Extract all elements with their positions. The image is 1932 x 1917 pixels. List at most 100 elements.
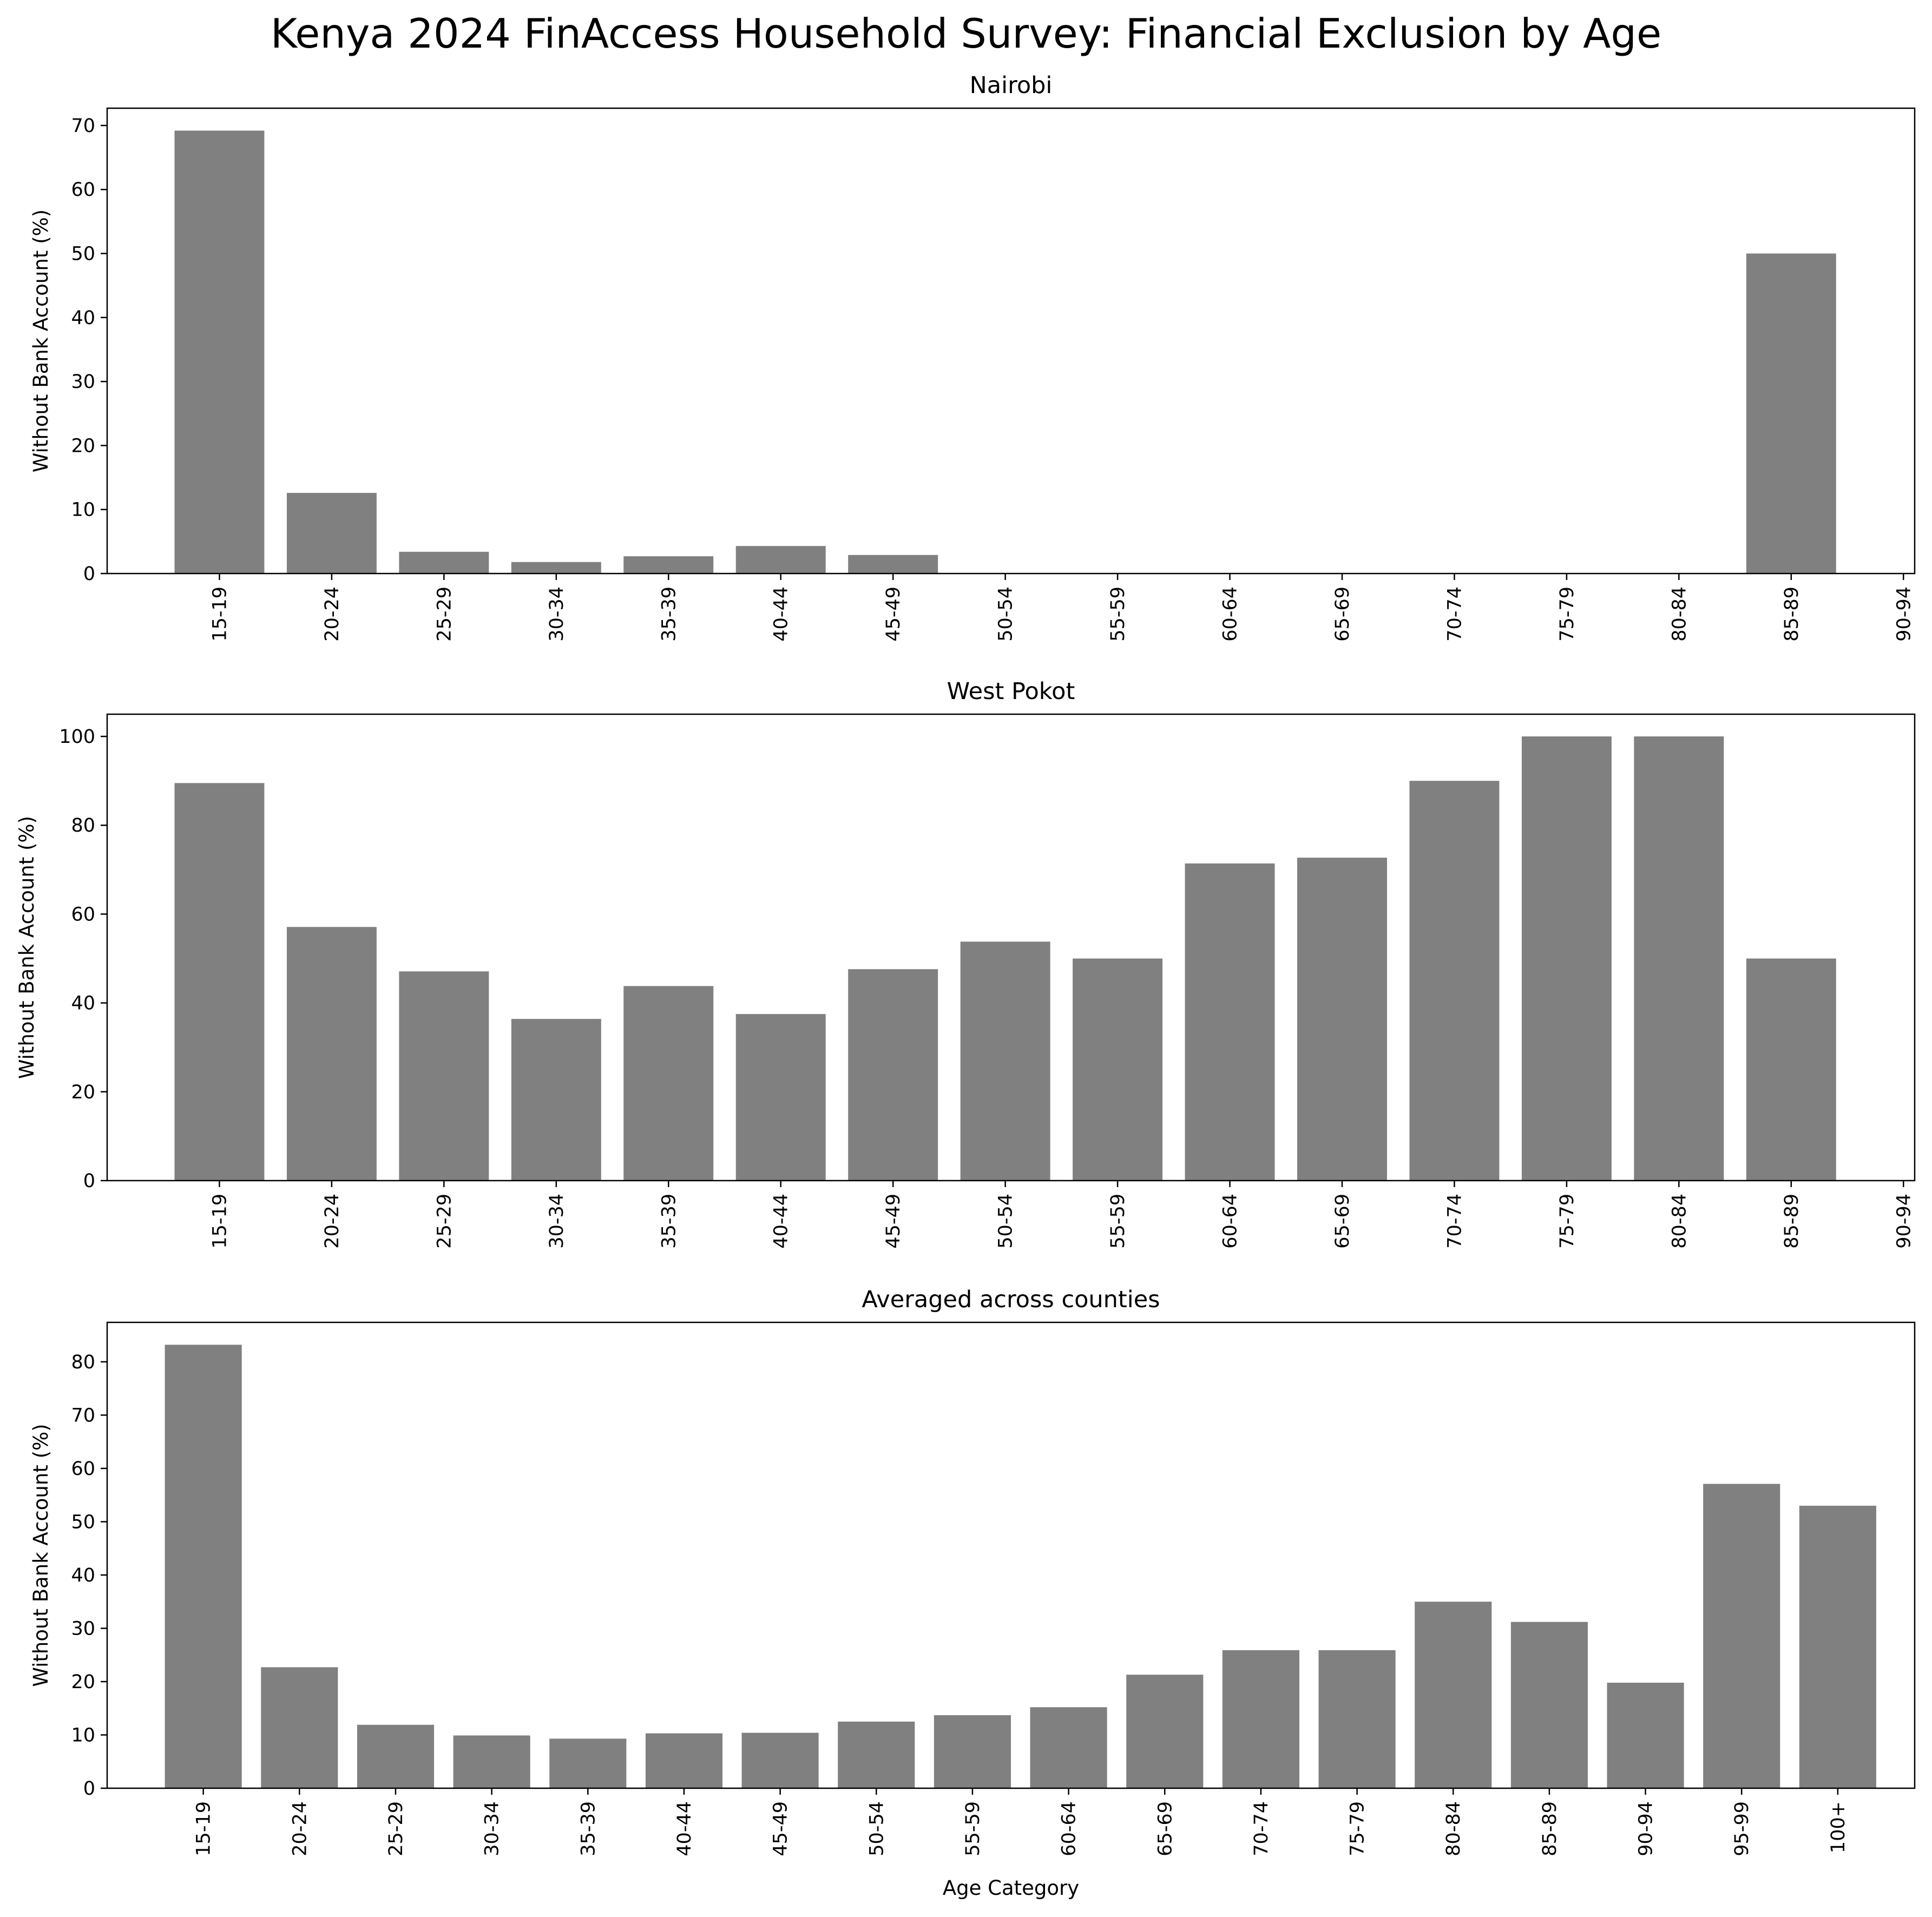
bar-45-49 <box>848 969 938 1181</box>
x-tick-label: 85-89 <box>1539 1801 1561 1856</box>
bar-60-64 <box>1185 863 1275 1181</box>
x-tick-label: 90-94 <box>1893 1194 1915 1249</box>
y-axis-label: Without Bank Account (%) <box>29 209 52 472</box>
y-tick-label: 60 <box>71 904 95 925</box>
bar-70-74 <box>1222 1650 1299 1788</box>
x-tick-label: 65-69 <box>1332 1194 1353 1249</box>
x-tick-label: 35-39 <box>658 587 680 642</box>
bar-25-29 <box>399 971 489 1181</box>
bar-85-89 <box>1746 958 1836 1181</box>
y-tick-label: 100 <box>59 726 95 748</box>
x-tick-label: 55-59 <box>1107 587 1129 642</box>
bar-50-54 <box>960 941 1050 1181</box>
bar-85-89 <box>1746 253 1836 574</box>
y-tick-label: 70 <box>71 115 95 137</box>
y-tick-label: 20 <box>71 435 95 457</box>
bar-75-79 <box>1318 1650 1396 1788</box>
y-tick-label: 0 <box>83 1170 95 1192</box>
y-tick-label: 40 <box>71 1565 95 1586</box>
bar-55-59 <box>1073 958 1163 1181</box>
bar-80-84 <box>1634 736 1724 1181</box>
x-tick-label: 70-74 <box>1444 1194 1466 1249</box>
x-tick-label: 60-64 <box>1059 1801 1080 1856</box>
panel-title: Nairobi <box>970 72 1053 99</box>
x-tick-label: 50-54 <box>995 1194 1017 1249</box>
bar-100+ <box>1799 1505 1876 1788</box>
figure-title: Kenya 2024 FinAccess Household Survey: F… <box>271 10 1661 57</box>
x-tick-label: 100+ <box>1828 1801 1849 1853</box>
y-tick-label: 70 <box>71 1405 95 1426</box>
bar-20-24 <box>261 1667 338 1788</box>
y-tick-label: 80 <box>71 815 95 836</box>
bar-55-59 <box>934 1715 1011 1788</box>
bar-80-84 <box>1415 1602 1492 1788</box>
y-tick-label: 60 <box>71 1458 95 1480</box>
bar-30-34 <box>511 562 601 574</box>
x-tick-label: 90-94 <box>1635 1801 1657 1856</box>
x-tick-label: 15-19 <box>193 1801 215 1856</box>
x-tick-label: 45-49 <box>883 1194 904 1249</box>
y-axis-label: Without Bank Account (%) <box>29 1424 52 1687</box>
bar-15-19 <box>174 783 265 1181</box>
x-tick-label: 20-24 <box>321 587 343 642</box>
bar-45-49 <box>741 1732 819 1788</box>
bar-20-24 <box>286 927 377 1181</box>
y-tick-label: 10 <box>71 1724 95 1746</box>
x-tick-label: 40-44 <box>771 1194 792 1249</box>
y-tick-label: 80 <box>71 1352 95 1373</box>
panel-title: Averaged across counties <box>862 1286 1160 1313</box>
x-tick-label: 70-74 <box>1444 587 1466 642</box>
x-tick-label: 20-24 <box>321 1194 343 1249</box>
bar-50-54 <box>838 1721 915 1788</box>
chart-panel-1: 0 10 20 30 40 50 60 70 15-19 20-24 25-29 30-34 35-39… <box>29 72 1916 642</box>
bar-95-99 <box>1703 1484 1780 1788</box>
y-tick-label: 30 <box>71 1618 95 1639</box>
bar-90-94 <box>1607 1682 1684 1788</box>
y-tick-label: 20 <box>71 1671 95 1693</box>
x-tick-label: 50-54 <box>866 1801 888 1856</box>
bar-30-34 <box>511 1019 601 1181</box>
x-tick-label: 80-84 <box>1668 1194 1690 1249</box>
x-tick-label: 35-39 <box>577 1801 599 1856</box>
x-tick-label: 80-84 <box>1668 587 1690 642</box>
chart-panel-2: 0 20 40 60 80 100 15-19 20-24 25-29 30-34 35-39 40-… <box>15 678 1916 1249</box>
x-tick-label: 25-29 <box>385 1801 407 1856</box>
x-tick-label: 25-29 <box>433 587 455 642</box>
x-tick-label: 45-49 <box>770 1801 792 1856</box>
x-tick-label: 85-89 <box>1781 1194 1803 1249</box>
bar-35-39 <box>549 1738 627 1788</box>
x-tick-label: 30-34 <box>482 1801 503 1856</box>
x-axis-label: Age Category <box>943 1876 1079 1900</box>
bar-40-44 <box>735 1014 826 1181</box>
x-tick-label: 95-99 <box>1731 1801 1753 1856</box>
bar-35-39 <box>623 556 714 574</box>
y-tick-label: 0 <box>83 1778 95 1800</box>
x-tick-label: 25-29 <box>433 1194 455 1249</box>
y-tick-label: 30 <box>71 371 95 393</box>
x-tick-label: 75-79 <box>1347 1801 1369 1856</box>
x-tick-label: 65-69 <box>1332 587 1353 642</box>
x-tick-label: 75-79 <box>1556 1194 1578 1249</box>
x-tick-label: 80-84 <box>1443 1801 1464 1856</box>
chart-panel-3: 0 10 20 30 40 50 60 70 80 15-19 20-24 25-29 30-34 35-… <box>29 1286 1916 1900</box>
plot-frame <box>106 713 1916 1182</box>
x-tick-label: 90-94 <box>1893 587 1915 642</box>
x-tick-label: 45-49 <box>883 587 904 642</box>
x-tick-label: 65-69 <box>1154 1801 1176 1856</box>
bar-35-39 <box>623 986 714 1181</box>
bar-70-74 <box>1409 781 1500 1181</box>
bar-45-49 <box>848 555 938 574</box>
x-tick-label: 55-59 <box>1107 1194 1129 1249</box>
panel-title: West Pokot <box>947 678 1075 705</box>
y-tick-label: 0 <box>83 563 95 585</box>
plot-frame <box>106 1321 1916 1789</box>
x-tick-label: 75-79 <box>1556 587 1578 642</box>
bar-20-24 <box>286 492 377 574</box>
bar-65-69 <box>1297 858 1387 1181</box>
x-tick-label: 60-64 <box>1220 587 1241 642</box>
x-tick-label: 15-19 <box>209 1194 231 1249</box>
y-tick-label: 50 <box>71 1511 95 1533</box>
bar-15-19 <box>174 130 265 574</box>
x-tick-label: 85-89 <box>1781 587 1803 642</box>
